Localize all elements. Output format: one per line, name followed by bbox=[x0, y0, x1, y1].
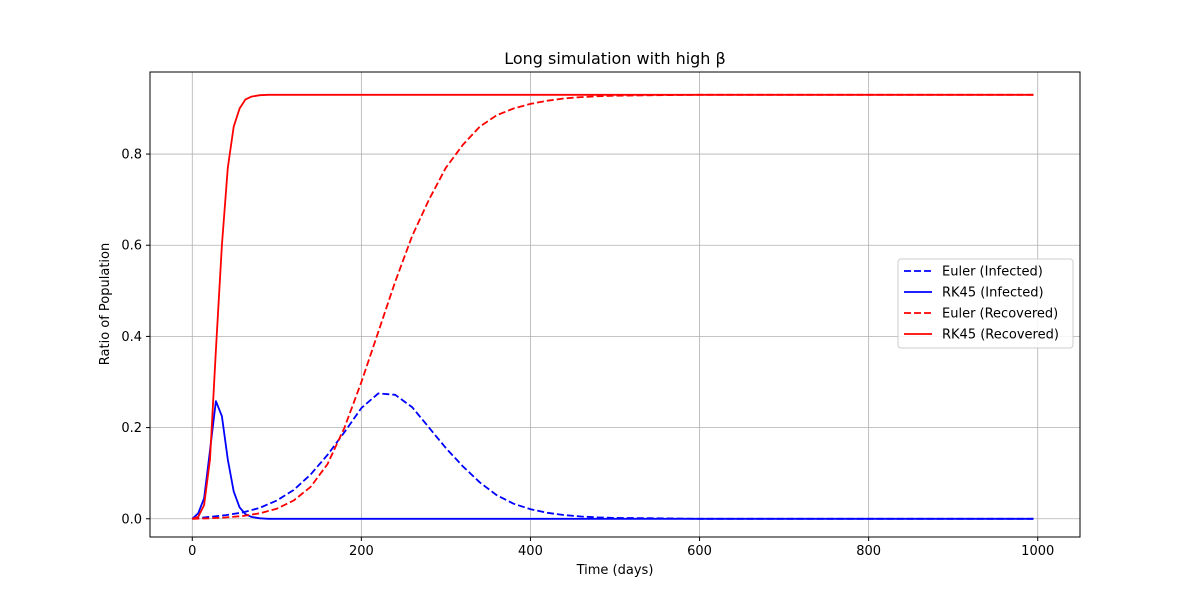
x-tick-label: 800 bbox=[856, 544, 881, 559]
x-tick-label: 1000 bbox=[1021, 544, 1054, 559]
plot-series bbox=[191, 93, 1034, 520]
legend-label: Euler (Recovered) bbox=[942, 307, 1058, 322]
x-tick-label: 200 bbox=[349, 544, 374, 559]
plot-area-frame bbox=[149, 71, 1081, 538]
series-line-rk45-recovered bbox=[192, 93, 1034, 520]
y-tick-label: 0.8 bbox=[121, 148, 142, 163]
y-axis-ticks: 0.0 0.2 0.4 0.6 0.8 bbox=[121, 148, 150, 527]
chart-title: Long simulation with high β bbox=[504, 49, 726, 68]
x-tick-label: 400 bbox=[518, 544, 543, 559]
legend: Euler (Infected) RK45 (Infected) Euler (Re… bbox=[897, 258, 1074, 349]
y-axis-label: Ratio of Population bbox=[98, 243, 113, 365]
y-tick-label: 0.2 bbox=[121, 421, 142, 436]
series-line-euler-infected bbox=[192, 392, 1034, 520]
legend-label: RK45 (Recovered) bbox=[942, 328, 1059, 343]
y-tick-label: 0.0 bbox=[121, 512, 142, 527]
legend-label: Euler (Infected) bbox=[942, 265, 1043, 280]
y-tick-label: 0.4 bbox=[121, 330, 142, 345]
x-tick-label: 600 bbox=[687, 544, 712, 559]
series-line-rk45-infected bbox=[191, 400, 1034, 520]
legend-label: RK45 (Infected) bbox=[942, 286, 1044, 301]
y-tick-label: 0.6 bbox=[121, 239, 142, 254]
legend-box bbox=[897, 258, 1074, 349]
x-tick-label: 0 bbox=[188, 544, 196, 559]
x-axis-label: Time (days) bbox=[576, 563, 654, 578]
x-axis-ticks: 0 200 400 600 800 1000 bbox=[188, 537, 1054, 559]
